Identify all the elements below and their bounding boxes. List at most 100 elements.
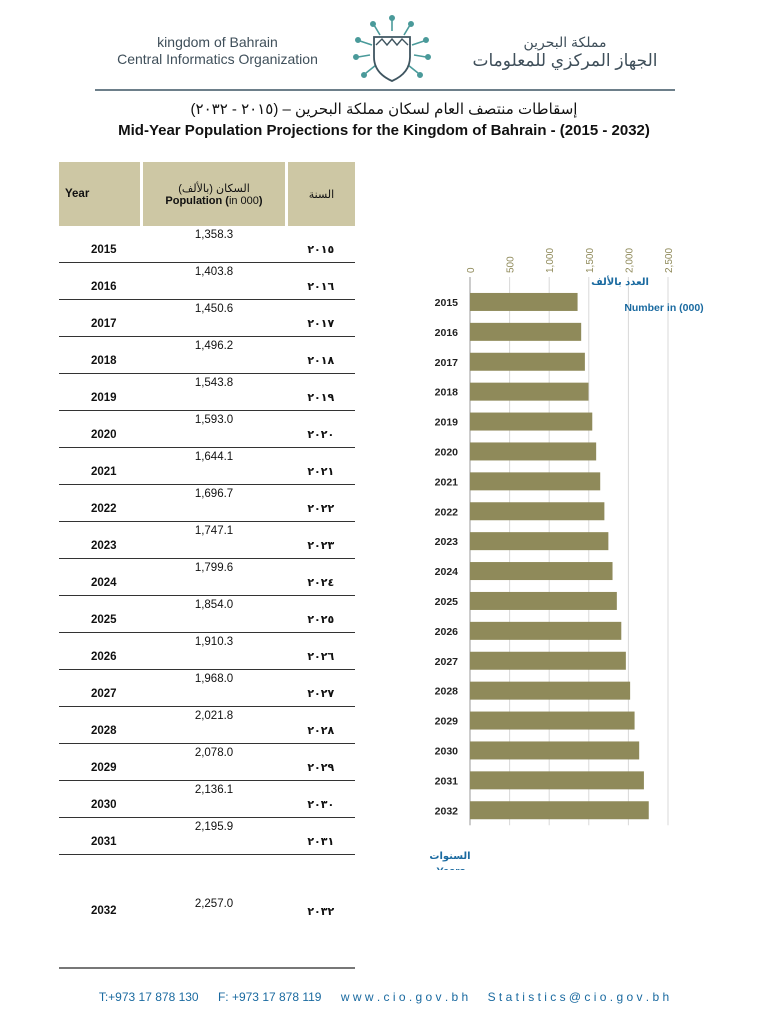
org-en-line1: kingdom of Bahrain: [157, 34, 278, 50]
footer-tel: T:+973 17 878 130: [98, 990, 199, 1004]
y-tick-label: 2028: [435, 686, 459, 698]
pop-en-text: Population (: [165, 194, 229, 207]
row-year: 2019: [59, 373, 142, 411]
table-header-row: Year السكان (بالألف) Population (in 000)…: [59, 162, 355, 226]
table-row: 2028 2,021.8 ٢٠٢٨: [59, 706, 355, 744]
table-row: 2019 1,543.8 ٢٠١٩: [59, 373, 355, 411]
row-year: 2021: [59, 447, 142, 485]
header-divider: [95, 89, 675, 91]
x-tick-label: 500: [506, 256, 517, 273]
y-axis-title: Years: [436, 866, 465, 870]
y-tick-label: 2032: [435, 805, 459, 817]
bar: [470, 352, 585, 371]
row-year: 2032: [59, 854, 142, 969]
bar: [470, 382, 589, 401]
col-header-population-en: Population (in 000): [143, 195, 285, 207]
row-year: 2027: [59, 669, 142, 707]
row-year-arabic: ٢٠١٦: [286, 262, 355, 300]
page-title: Mid-Year Population Projections for the …: [118, 122, 650, 139]
org-name-arabic: مملكة البحرين الجهاز المركزي للمعلومات: [470, 33, 660, 71]
row-year-arabic: ٢٠٢٥: [286, 595, 355, 633]
y-tick-label: 2017: [435, 357, 459, 369]
x-tick-label: 0: [466, 267, 477, 273]
row-year-arabic: ٢٠٢٦: [286, 632, 355, 670]
bar: [470, 741, 640, 760]
row-year: 2030: [59, 780, 142, 818]
row-year: 2025: [59, 595, 142, 633]
row-population-value: 1,593.0: [141, 410, 287, 448]
row-year: 2022: [59, 484, 142, 522]
bar: [470, 412, 593, 431]
page-title-arabic: إسقاطات منتصف العام لسكان مملكة البحرين …: [190, 101, 578, 118]
org-name-english: kingdom of Bahrain Central Informatics O…: [105, 34, 330, 68]
row-year: 2018: [59, 336, 142, 374]
row-year-arabic: ٢٠١٩: [286, 373, 355, 411]
org-en-line2: Central Informatics Organization: [117, 51, 318, 67]
row-year-arabic: ٢٠٢٤: [286, 558, 355, 596]
row-year: 2024: [59, 558, 142, 596]
table-row: 2017 1,450.6 ٢٠١٧: [59, 299, 355, 337]
row-year-arabic: ٢٠٢٣: [286, 521, 355, 559]
row-population-value: 1,543.8: [141, 373, 287, 411]
row-population-value: 1,358.3: [141, 226, 287, 263]
bar: [470, 771, 644, 790]
y-tick-label: 2018: [435, 387, 459, 399]
row-population-value: 1,747.1: [141, 521, 287, 559]
row-year: 2017: [59, 299, 142, 337]
bar: [470, 322, 582, 341]
col-header-year-ar: السنة: [286, 162, 355, 226]
x-tick-label: 1,500: [585, 248, 596, 273]
footer-fax: F: +973 17 878 119: [217, 990, 322, 1004]
bar: [470, 651, 626, 670]
table-row: 2025 1,854.0 ٢٠٢٥: [59, 595, 355, 633]
row-year: 2023: [59, 521, 142, 559]
row-population-value: 1,799.6: [141, 558, 287, 596]
bar: [470, 532, 609, 551]
table-row: 2022 1,696.7 ٢٠٢٢: [59, 484, 355, 522]
bar: [470, 801, 649, 820]
y-tick-label: 2023: [435, 536, 459, 548]
x-tick-label: 2,000: [624, 248, 635, 273]
y-tick-label: 2016: [435, 327, 459, 339]
footer-email-link[interactable]: S t a t i s t i c s @ c i o . g o v . b …: [487, 990, 670, 1004]
bar: [470, 292, 578, 311]
org-ar-line2: الجهاز المركزي للمعلومات: [472, 51, 658, 70]
y-tick-label: 2029: [435, 716, 459, 728]
row-year: 2031: [59, 817, 142, 855]
table-row: 2030 2,136.1 ٢٠٣٠: [59, 780, 355, 818]
bar: [470, 562, 613, 581]
bar: [470, 442, 597, 461]
x-axis-title: Number in (000): [624, 302, 703, 314]
y-tick-label: 2015: [435, 297, 459, 309]
table-row: 2021 1,644.1 ٢٠٢١: [59, 447, 355, 485]
row-year-arabic: ٢٠٢٧: [286, 669, 355, 707]
row-population-value: 1,496.2: [141, 336, 287, 374]
row-year-arabic: ٢٠٣٠: [286, 780, 355, 818]
row-population-value: 1,403.8: [141, 262, 287, 300]
col-header-population: السكان (بالألف) Population (in 000): [141, 162, 288, 226]
bar: [470, 472, 601, 491]
table-row: 2023 1,747.1 ٢٠٢٣: [59, 521, 355, 559]
row-year-arabic: ٢٠١٨: [286, 336, 355, 374]
row-population-value: 1,854.0: [141, 595, 287, 633]
footer-website-link[interactable]: w w w . c i o . g o v . b h: [340, 990, 469, 1004]
bar: [470, 711, 635, 730]
row-year-arabic: ٢٠١٥: [286, 226, 355, 263]
table-row: 2018 1,496.2 ٢٠١٨: [59, 336, 355, 374]
row-population-value: 1,696.7: [141, 484, 287, 522]
y-tick-label: 2020: [435, 446, 459, 458]
y-tick-label: 2021: [435, 476, 459, 488]
bar: [470, 621, 622, 640]
cio-logo-icon: [352, 15, 432, 82]
row-population-value: 1,910.3: [141, 632, 287, 670]
row-year-arabic: ٢٠٢٩: [286, 743, 355, 781]
table-row: 2027 1,968.0 ٢٠٢٧: [59, 669, 355, 707]
row-year-arabic: ٢٠٣١: [286, 817, 355, 855]
row-year: 2016: [59, 262, 142, 300]
row-year-arabic: ٢٠٢٨: [286, 706, 355, 744]
population-table: Year السكان (بالألف) Population (in 000)…: [59, 162, 355, 969]
row-population-value: 1,968.0: [141, 669, 287, 707]
table-row: 2016 1,403.8 ٢٠١٦: [59, 262, 355, 300]
org-ar-line1: مملكة البحرين: [523, 34, 607, 50]
bar: [470, 681, 631, 700]
